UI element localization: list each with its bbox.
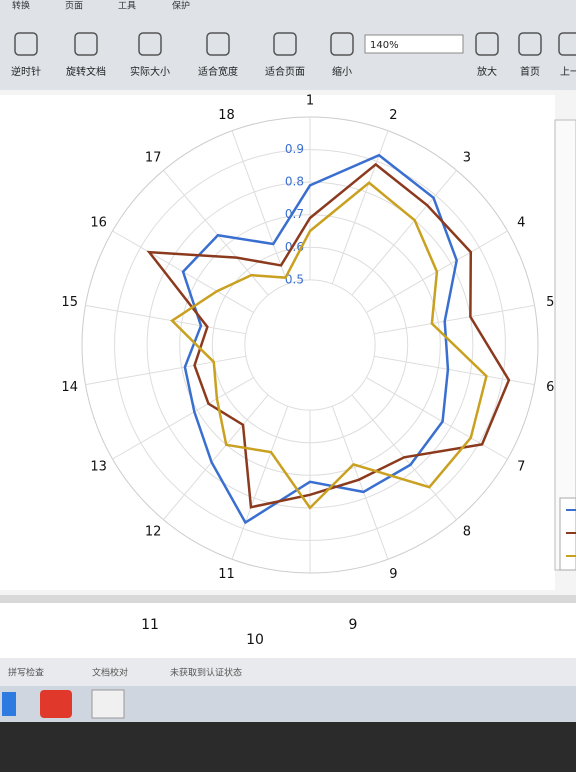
spoke [351,170,457,296]
taskbar [0,686,576,722]
menu-item[interactable]: 保护 [172,0,190,12]
next-page [0,603,576,658]
next-page-label: 9 [349,617,358,633]
axis-label: 13 [90,460,107,475]
axis-label: 4 [517,216,525,231]
series-line [181,153,458,525]
toolbar-bg [0,0,576,90]
series-line [146,162,511,509]
axis-label: 11 [218,567,235,582]
button-label[interactable]: 首页 [520,65,540,78]
spoke [85,355,246,386]
button-icon[interactable] [138,32,162,56]
radial-tick-label: 0.5 [285,272,304,286]
menu-item[interactable]: 工具 [118,1,136,12]
status-item[interactable]: 未获取到认证状态 [170,667,242,679]
axis-label: 5 [546,295,554,310]
button-icon[interactable] [74,32,98,56]
spoke [231,406,289,560]
spoke [374,304,535,335]
button-label[interactable]: 缩小 [332,65,352,78]
button-icon[interactable] [206,32,230,56]
button-icon[interactable] [330,32,354,56]
button-label[interactable]: 适合宽度 [198,65,238,78]
page [0,95,555,590]
series-line [170,181,488,510]
button-label[interactable]: 上一 [560,66,576,78]
taskbar-icon[interactable] [2,692,16,716]
status-item[interactable]: 拼写检查 [8,667,44,679]
page-gap [0,595,576,603]
spoke [231,130,289,284]
radial-tick-label: 0.8 [285,175,304,189]
axis-label: 7 [517,460,525,475]
radial-tick-label: 0.9 [285,142,304,156]
menu-item[interactable]: 转换 [12,0,30,12]
axis-label: 2 [389,108,397,123]
spoke [112,377,254,460]
zoom-box[interactable] [364,34,464,54]
button-label[interactable]: 实际大小 [130,65,170,78]
zoom-value[interactable]: 140% [370,40,399,51]
status-bar [0,658,576,686]
taskbar-icon[interactable] [91,689,125,719]
button-icon[interactable] [518,32,542,56]
next-page-label: 11 [141,617,159,633]
button-icon[interactable] [475,32,499,56]
button-label[interactable]: 适合页面 [265,65,305,78]
axis-label: 3 [463,151,471,166]
status-item[interactable]: 文档校对 [92,667,128,679]
button-label[interactable]: 逆时针 [11,65,41,78]
button-icon[interactable] [558,32,576,56]
spoke [331,406,389,560]
axis-label: 14 [61,380,78,395]
axis-label: 15 [61,295,78,310]
spoke [85,304,246,335]
axis-label: 18 [218,108,235,123]
axis-label: 1 [306,94,314,109]
axis-label: 8 [463,524,471,539]
axis-label: 17 [145,151,162,166]
taskbar-icon[interactable] [40,690,72,718]
button-label[interactable]: 旋转文档 [66,65,106,78]
menu-item[interactable]: 页面 [65,1,83,12]
button-icon[interactable] [273,32,297,56]
next-page-label: 10 [246,632,264,648]
axis-label: 12 [145,524,162,539]
spoke [163,394,269,520]
axis-label: 16 [90,216,107,231]
axis-label: 9 [389,567,397,582]
button-label[interactable]: 放大 [477,65,497,78]
axis-label: 6 [546,380,554,395]
spoke [366,377,508,460]
button-icon[interactable] [14,32,38,56]
